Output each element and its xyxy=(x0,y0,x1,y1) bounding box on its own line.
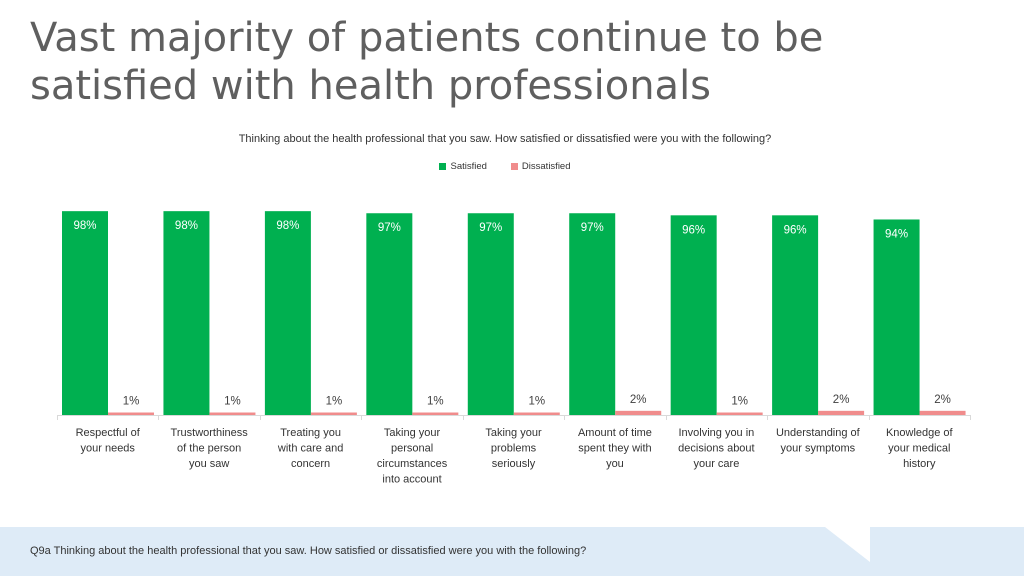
legend-label-dissatisfied: Dissatisfied xyxy=(521,161,571,172)
category-label: Taking your problems seriously xyxy=(485,427,542,470)
bar-dissatisfied xyxy=(209,412,256,415)
bar-satisfied xyxy=(467,213,514,415)
chart-legend: Satisfied Dissatisfied xyxy=(0,161,1010,172)
category-label: Respectful of your needs xyxy=(76,427,141,455)
data-label-dissatisfied: 2% xyxy=(934,394,951,406)
bar-satisfied xyxy=(873,219,920,415)
data-label-satisfied: 96% xyxy=(682,224,705,236)
bar-dissatisfied xyxy=(818,410,865,415)
bar-dissatisfied xyxy=(615,410,662,415)
data-label-satisfied: 96% xyxy=(784,224,807,236)
bar-satisfied xyxy=(366,213,413,415)
category-label: Treating you with care and concern xyxy=(277,427,343,470)
bar-dissatisfied xyxy=(412,412,459,415)
category-label: Trustworthiness of the person you saw xyxy=(171,427,249,470)
data-label-satisfied: 98% xyxy=(175,220,198,232)
data-label-dissatisfied: 1% xyxy=(731,396,748,408)
category-label: Taking your personal circumstances into acc… xyxy=(377,427,448,486)
bar-dissatisfied xyxy=(513,412,560,415)
bar-satisfied xyxy=(264,211,311,415)
data-label-dissatisfied: 1% xyxy=(427,396,444,408)
data-label-satisfied: 98% xyxy=(73,220,96,232)
legend-label-satisfied: Satisfied xyxy=(450,161,487,172)
bar-chart: 98% 1% Respectful of your needs 98% 1% Trustwo… xyxy=(57,211,971,486)
bar-dissatisfied xyxy=(310,412,357,415)
category-label: Amount of time spent they with you xyxy=(578,427,652,470)
bar-dissatisfied xyxy=(716,412,763,415)
legend-item-dissatisfied: Dissatisfied xyxy=(510,161,571,172)
slide-title: Vast majority of patients continue to be… xyxy=(30,15,824,109)
bar-satisfied xyxy=(62,211,108,415)
bar-dissatisfied xyxy=(919,410,966,415)
chart-title: Thinking about the health professional t… xyxy=(238,133,772,145)
bar-satisfied xyxy=(670,215,717,415)
category-label: Knowledge of your medical history xyxy=(886,427,954,470)
data-label-satisfied: 97% xyxy=(581,222,604,234)
data-label-dissatisfied: 1% xyxy=(224,396,241,408)
bar-satisfied xyxy=(163,211,210,415)
legend-item-satisfied: Satisfied xyxy=(439,161,487,172)
data-label-satisfied: 98% xyxy=(276,220,299,232)
data-label-dissatisfied: 1% xyxy=(123,396,140,408)
legend-swatch-dissatisfied xyxy=(510,163,518,170)
bar-satisfied xyxy=(772,215,819,415)
bar-dissatisfied xyxy=(108,412,154,415)
data-label-satisfied: 97% xyxy=(378,222,401,234)
category-label: Understanding of your symptoms xyxy=(776,427,861,455)
data-label-dissatisfied: 1% xyxy=(326,396,343,408)
bar-satisfied xyxy=(569,213,616,415)
data-label-satisfied: 97% xyxy=(479,222,502,234)
data-label-dissatisfied: 2% xyxy=(630,394,647,406)
legend-swatch-satisfied xyxy=(439,163,447,170)
data-label-dissatisfied: 2% xyxy=(833,394,850,406)
data-label-dissatisfied: 1% xyxy=(528,396,545,408)
category-label: Involving you in decisions about your care xyxy=(678,427,754,470)
footer-question-text: Q9a Thinking about the health profession… xyxy=(30,545,587,557)
data-label-satisfied: 94% xyxy=(885,228,908,240)
